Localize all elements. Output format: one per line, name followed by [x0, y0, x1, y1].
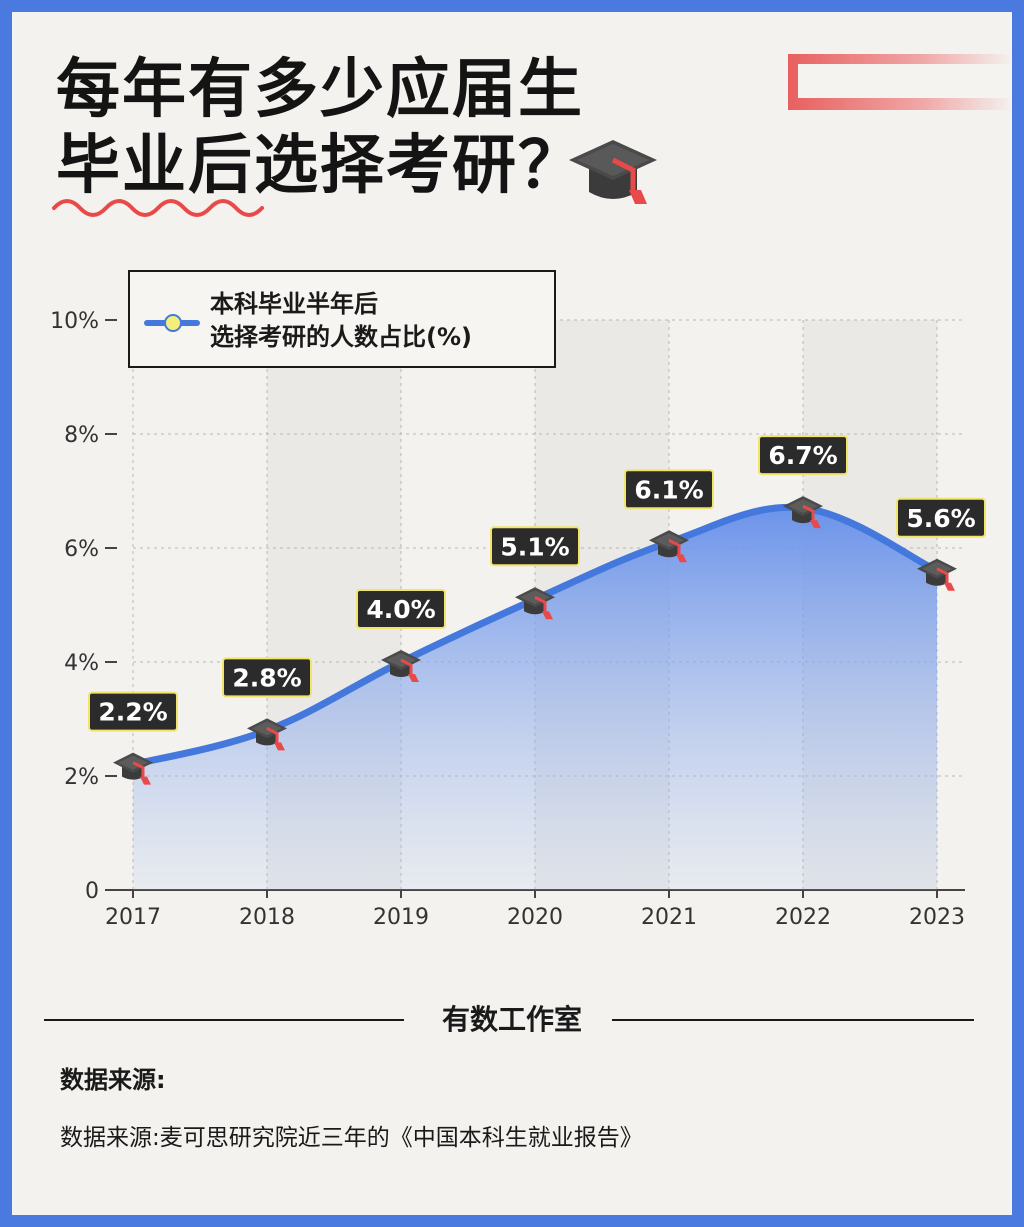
y-tick-label: 6%	[64, 537, 99, 562]
data-point-marker	[783, 496, 823, 529]
y-tick-label: 10%	[50, 309, 99, 334]
x-tick-label: 2020	[507, 905, 563, 930]
decorative-strip	[788, 54, 1012, 110]
y-tick-label: 2%	[64, 765, 99, 790]
series-area	[133, 507, 937, 890]
svg-text:4.0%: 4.0%	[366, 595, 435, 624]
data-label: 4.0%	[356, 589, 446, 629]
y-tick-label: 8%	[64, 423, 99, 448]
y-tick-label: 4%	[64, 651, 99, 676]
data-label: 2.8%	[222, 657, 312, 698]
footer-divider-left	[44, 1019, 404, 1021]
y-tick-label: 0	[85, 879, 99, 904]
svg-text:2.8%: 2.8%	[232, 663, 301, 692]
data-label: 5.6%	[896, 497, 986, 538]
data-label: 2.2%	[88, 691, 178, 732]
x-tick-label: 2017	[105, 905, 161, 930]
source-text: 数据来源:麦可思研究院近三年的《中国本科生就业报告》	[60, 1125, 643, 1151]
svg-text:2.2%: 2.2%	[98, 698, 167, 727]
data-point-marker	[649, 530, 689, 563]
legend-line-2: 选择考研的人数占比(%)	[210, 323, 472, 351]
poster: 每年有多少应届生 毕业后选择考研？ 0 2% 4% 6% 8% 10% 2017 2018 20…	[12, 12, 1012, 1215]
page-title: 每年有多少应届生 毕业后选择考研？	[56, 52, 584, 204]
legend-line-1: 本科毕业半年后	[210, 290, 378, 318]
source-heading: 数据来源:	[60, 1066, 166, 1094]
graduation-cap-icon	[569, 140, 657, 204]
title-line-1: 每年有多少应届生	[56, 53, 584, 127]
footer-divider-right	[612, 1019, 974, 1021]
legend-label: 本科毕业半年后 选择考研的人数占比(%)	[210, 288, 472, 354]
svg-text:5.1%: 5.1%	[500, 532, 569, 561]
chart: 0 2% 4% 6% 8% 10% 2017 2018 2019 2020 2021 2022 2023…	[50, 309, 986, 930]
chart-legend: 本科毕业半年后 选择考研的人数占比(%)	[128, 270, 556, 368]
data-point-marker	[381, 650, 421, 682]
footer-brand: 有数工作室	[441, 1003, 582, 1036]
data-point-marker	[917, 558, 957, 591]
data-label: 6.1%	[624, 469, 714, 510]
x-tick-label: 2021	[641, 905, 697, 930]
data-label: 5.1%	[490, 526, 580, 567]
x-tick-label: 2023	[909, 905, 965, 930]
x-tick-label: 2019	[373, 905, 429, 930]
data-label: 6.7%	[758, 435, 848, 476]
legend-dot-swatch	[164, 314, 182, 332]
x-tick-label: 2018	[239, 905, 295, 930]
x-tick-label: 2022	[775, 905, 831, 930]
wavy-underline-icon	[52, 199, 264, 217]
data-point-marker	[515, 587, 555, 620]
svg-text:5.6%: 5.6%	[906, 504, 975, 533]
data-point-marker	[247, 718, 287, 751]
svg-text:6.7%: 6.7%	[768, 441, 837, 470]
title-line-2: 毕业后选择考研？	[56, 129, 584, 203]
data-point-marker	[113, 752, 153, 785]
svg-text:6.1%: 6.1%	[634, 475, 703, 504]
